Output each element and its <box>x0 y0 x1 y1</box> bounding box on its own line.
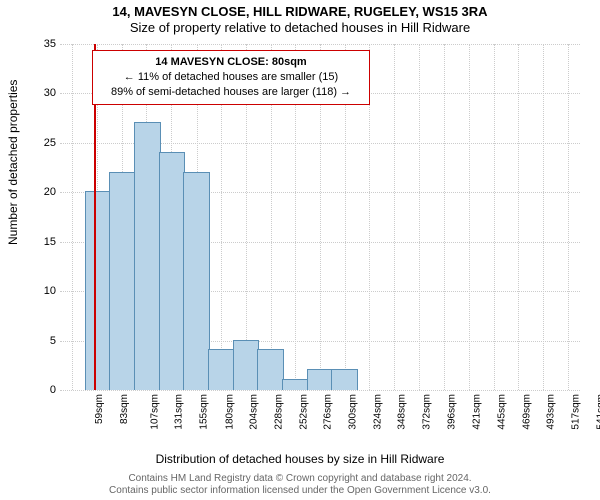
y-tick-label: 35 <box>40 38 56 50</box>
annotation-box: 14 MAVESYN CLOSE: 80sqm← 11% of detached… <box>92 50 370 105</box>
annotation-line3: 89% of semi-detached houses are larger (… <box>101 85 361 100</box>
histogram-bar <box>282 379 309 390</box>
x-tick-label: 155sqm <box>199 394 210 430</box>
x-tick-label: 204sqm <box>249 394 260 430</box>
x-tick-label: 83sqm <box>119 394 130 424</box>
histogram-bar <box>134 122 161 390</box>
y-tick-label: 30 <box>40 87 56 99</box>
x-tick-label: 180sqm <box>224 394 235 430</box>
y-tick-label: 5 <box>40 335 56 347</box>
histogram-bar <box>109 172 136 390</box>
x-tick-label: 131sqm <box>174 394 185 430</box>
x-tick-label: 372sqm <box>422 394 433 430</box>
x-tick-label: 252sqm <box>298 394 309 430</box>
x-tick-label: 493sqm <box>546 394 557 430</box>
y-tick-label: 10 <box>40 285 56 297</box>
histogram-bar <box>233 340 260 390</box>
x-tick-label: 541sqm <box>595 394 600 430</box>
y-tick-label: 15 <box>40 236 56 248</box>
x-tick-label: 445sqm <box>497 394 508 430</box>
x-tick-label: 421sqm <box>472 394 483 430</box>
annotation-line2: ← 11% of detached houses are smaller (15… <box>101 70 361 85</box>
histogram-bar <box>307 369 334 390</box>
grid-line-v <box>444 44 445 390</box>
x-tick-label: 59sqm <box>94 394 105 424</box>
grid-line-v <box>494 44 495 390</box>
histogram-bar <box>183 172 210 390</box>
grid-line-v <box>543 44 544 390</box>
grid-line-v <box>469 44 470 390</box>
histogram-bar <box>208 349 235 390</box>
x-tick-label: 348sqm <box>397 394 408 430</box>
grid-line-v <box>394 44 395 390</box>
x-tick-label: 469sqm <box>521 394 532 430</box>
x-tick-label: 107sqm <box>149 394 160 430</box>
histogram-bar <box>159 152 186 390</box>
chart-subtitle: Size of property relative to detached ho… <box>0 20 600 35</box>
chart-title-address: 14, MAVESYN CLOSE, HILL RIDWARE, RUGELEY… <box>0 4 600 19</box>
chart-container: 14, MAVESYN CLOSE, HILL RIDWARE, RUGELEY… <box>0 0 600 500</box>
grid-line-v <box>72 44 73 390</box>
annotation-line1: 14 MAVESYN CLOSE: 80sqm <box>101 55 361 70</box>
footer-copyright: Contains HM Land Registry data © Crown c… <box>0 473 600 484</box>
y-tick-label: 0 <box>40 384 56 396</box>
y-tick-label: 25 <box>40 137 56 149</box>
histogram-bar <box>85 191 112 390</box>
y-tick-label: 20 <box>40 186 56 198</box>
x-tick-label: 276sqm <box>323 394 334 430</box>
x-tick-label: 324sqm <box>372 394 383 430</box>
x-tick-label: 517sqm <box>571 394 582 430</box>
x-tick-label: 396sqm <box>446 394 457 430</box>
grid-line-v <box>518 44 519 390</box>
histogram-bar <box>331 369 358 390</box>
grid-line-h <box>60 390 580 391</box>
y-axis-label: Number of detached properties <box>6 80 20 245</box>
x-axis-label: Distribution of detached houses by size … <box>0 452 600 466</box>
x-tick-label: 300sqm <box>348 394 359 430</box>
footer-licence: Contains public sector information licen… <box>0 485 600 496</box>
grid-line-v <box>568 44 569 390</box>
grid-line-v <box>419 44 420 390</box>
plot-area: 14 MAVESYN CLOSE: 80sqm← 11% of detached… <box>60 44 580 390</box>
x-tick-label: 228sqm <box>274 394 285 430</box>
histogram-bar <box>257 349 284 390</box>
